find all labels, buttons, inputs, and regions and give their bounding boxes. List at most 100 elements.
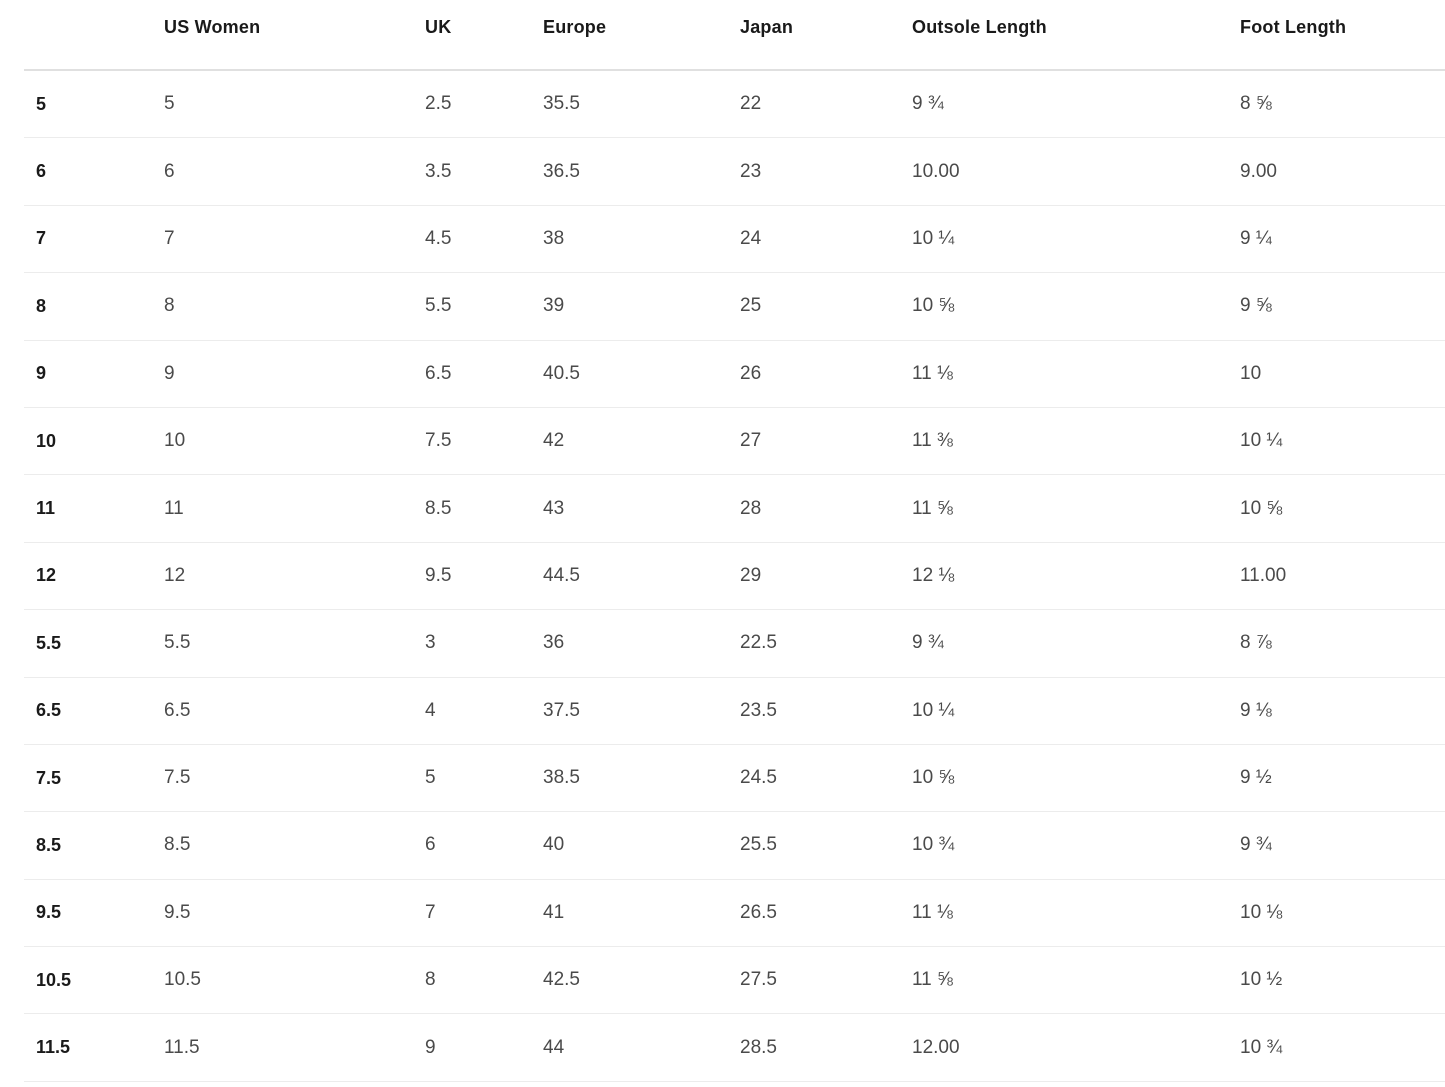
table-row: 6 6 3.5 36.5 23 10.00 9.00 <box>24 138 1445 206</box>
cell-japan: 28.5 <box>740 1036 777 1058</box>
cell-japan: 27.5 <box>740 969 777 991</box>
header-us-women: US Women <box>164 17 261 37</box>
cell-size: 8 <box>36 295 47 316</box>
cell-us-women: 7.5 <box>164 767 191 789</box>
cell-europe: 44.5 <box>543 564 580 586</box>
cell-uk: 4.5 <box>425 227 452 249</box>
table-row: 8.5 8.5 6 40 25.5 10 ¾ 9 ¾ <box>24 812 1445 880</box>
cell-foot-length: 8 ⅞ <box>1240 632 1272 654</box>
cell-foot-length: 9 ¾ <box>1240 834 1272 856</box>
table-header-row: US Women UK Europe Japan Outsole Length … <box>24 0 1445 71</box>
cell-us-women: 6.5 <box>164 699 191 721</box>
header-foot-length: Foot Length <box>1240 17 1347 37</box>
cell-europe: 40.5 <box>543 362 580 384</box>
cell-japan: 27 <box>740 430 762 452</box>
cell-japan: 25 <box>740 295 762 317</box>
cell-japan: 23 <box>740 160 762 182</box>
cell-size: 6 <box>36 161 47 182</box>
cell-japan: 25.5 <box>740 834 777 856</box>
cell-outsole-length: 11 ⅜ <box>912 430 953 452</box>
cell-uk: 5 <box>425 767 436 789</box>
table-row: 11.5 11.5 9 44 28.5 12.00 10 ¾ <box>24 1014 1445 1082</box>
cell-europe: 36.5 <box>543 160 580 182</box>
cell-foot-length: 8 ⅝ <box>1240 93 1272 115</box>
cell-uk: 3.5 <box>425 160 452 182</box>
table-row: 5.5 5.5 3 36 22.5 9 ¾ 8 ⅞ <box>24 610 1445 678</box>
cell-us-women: 7 <box>164 227 175 249</box>
cell-size: 11 <box>36 498 56 519</box>
cell-uk: 9 <box>425 1036 436 1058</box>
cell-foot-length: 9 ¼ <box>1240 227 1272 249</box>
cell-us-women: 9 <box>164 362 175 384</box>
cell-us-women: 9.5 <box>164 901 191 923</box>
cell-uk: 3 <box>425 632 436 654</box>
cell-uk: 4 <box>425 699 436 721</box>
cell-foot-length: 10 ⅛ <box>1240 901 1283 923</box>
cell-us-women: 5.5 <box>164 632 191 654</box>
header-europe: Europe <box>543 17 607 37</box>
cell-size: 12 <box>36 565 57 586</box>
cell-uk: 8 <box>425 969 436 991</box>
table-row: 7.5 7.5 5 38.5 24.5 10 ⅝ 9 ½ <box>24 745 1445 813</box>
cell-outsole-length: 10.00 <box>912 160 960 182</box>
cell-uk: 7 <box>425 901 436 923</box>
cell-outsole-length: 9 ¾ <box>912 93 944 115</box>
cell-outsole-length: 9 ¾ <box>912 632 944 654</box>
cell-outsole-length: 11 ⅝ <box>912 497 953 519</box>
cell-size: 10 <box>36 430 57 451</box>
cell-europe: 42.5 <box>543 969 580 991</box>
cell-size: 5 <box>36 93 47 114</box>
header-japan: Japan <box>740 17 794 37</box>
cell-europe: 37.5 <box>543 699 580 721</box>
cell-size: 10.5 <box>36 969 72 990</box>
cell-size: 9.5 <box>36 902 62 923</box>
cell-japan: 22 <box>740 93 762 115</box>
cell-outsole-length: 11 ⅝ <box>912 969 953 991</box>
cell-uk: 2.5 <box>425 93 452 115</box>
table-row: 6.5 6.5 4 37.5 23.5 10 ¼ 9 ⅛ <box>24 678 1445 745</box>
cell-europe: 43 <box>543 497 565 519</box>
cell-outsole-length: 10 ¼ <box>912 227 955 249</box>
cell-foot-length: 10 ½ <box>1240 969 1283 991</box>
table-row: 11 11 8.5 43 28 11 ⅝ 10 ⅝ <box>24 475 1445 543</box>
cell-us-women: 11 <box>164 497 184 519</box>
table-row: 7 7 4.5 38 24 10 ¼ 9 ¼ <box>24 206 1445 274</box>
cell-outsole-length: 11 ⅛ <box>912 901 953 923</box>
header-outsole-length: Outsole Length <box>912 17 1047 37</box>
cell-foot-length: 9 ½ <box>1240 767 1272 789</box>
cell-foot-length: 9 ⅛ <box>1240 699 1272 721</box>
cell-foot-length: 9.00 <box>1240 160 1277 182</box>
cell-outsole-length: 11 ⅛ <box>912 362 953 384</box>
cell-outsole-length: 10 ¼ <box>912 699 955 721</box>
cell-foot-length: 10 ¼ <box>1240 430 1283 452</box>
cell-size: 5.5 <box>36 632 62 653</box>
cell-size: 6.5 <box>36 700 62 721</box>
cell-us-women: 10.5 <box>164 969 201 991</box>
table-row: 8 8 5.5 39 25 10 ⅝ 9 ⅝ <box>24 273 1445 341</box>
cell-japan: 23.5 <box>740 699 777 721</box>
table-row: 10 10 7.5 42 27 11 ⅜ 10 ¼ <box>24 408 1445 476</box>
header-blank <box>24 0 152 17</box>
cell-outsole-length: 10 ⅝ <box>912 295 955 317</box>
cell-japan: 26.5 <box>740 901 777 923</box>
cell-europe: 38 <box>543 227 565 249</box>
cell-outsole-length: 10 ¾ <box>912 834 955 856</box>
cell-europe: 42 <box>543 430 565 452</box>
cell-japan: 29 <box>740 564 762 586</box>
cell-uk: 7.5 <box>425 430 452 452</box>
cell-size: 7 <box>36 228 47 249</box>
cell-europe: 36 <box>543 632 565 654</box>
cell-foot-length: 10 ¾ <box>1240 1036 1283 1058</box>
cell-size: 9 <box>36 363 47 384</box>
cell-japan: 24 <box>740 227 762 249</box>
cell-us-women: 8.5 <box>164 834 191 856</box>
table-body: 5 5 2.5 35.5 22 9 ¾ 8 ⅝ 6 6 3.5 36.5 23 … <box>24 71 1445 1082</box>
cell-japan: 28 <box>740 497 762 519</box>
cell-size: 7.5 <box>36 767 62 788</box>
cell-europe: 44 <box>543 1036 565 1058</box>
cell-europe: 41 <box>543 901 565 923</box>
cell-japan: 24.5 <box>740 767 777 789</box>
cell-europe: 39 <box>543 295 565 317</box>
cell-foot-length: 10 <box>1240 362 1262 384</box>
table-row: 5 5 2.5 35.5 22 9 ¾ 8 ⅝ <box>24 71 1445 139</box>
